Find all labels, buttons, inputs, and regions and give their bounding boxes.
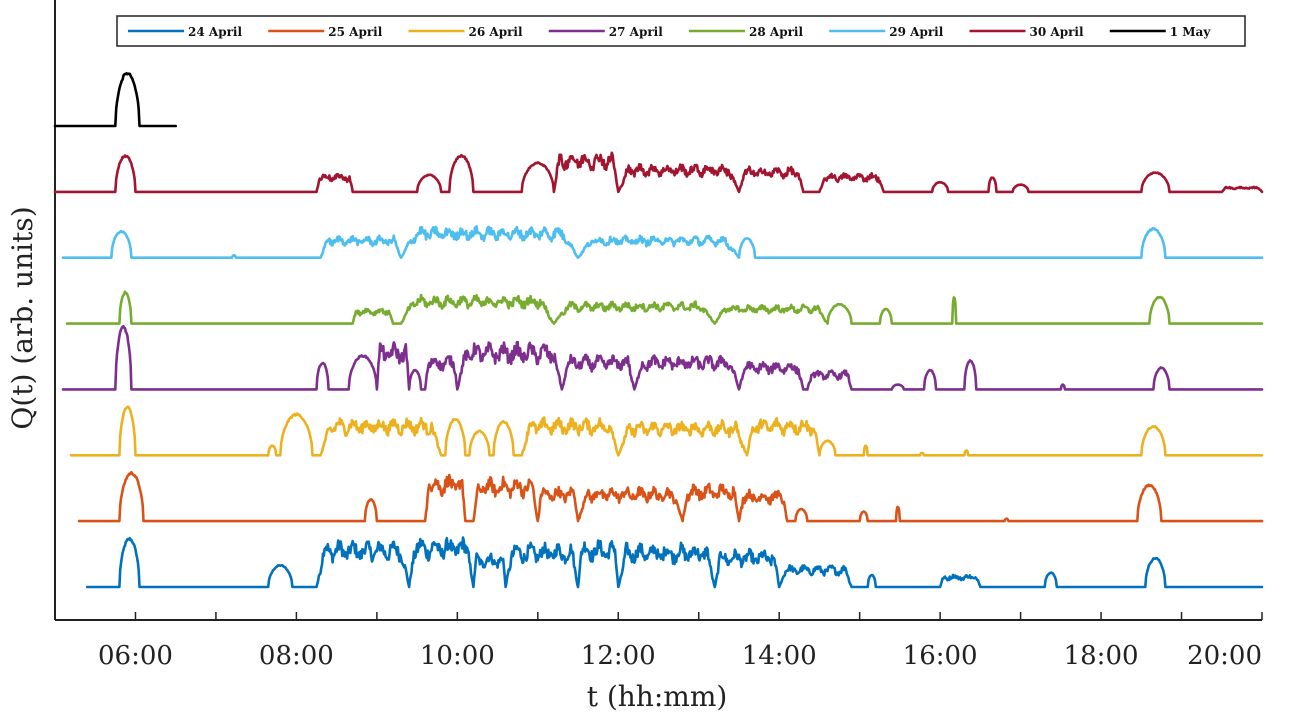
x-tick-label: 14:00 [742, 641, 817, 671]
legend-label: 28 April [749, 25, 803, 39]
legend-label: 24 April [188, 25, 242, 39]
legend: 24 April 25 April 26 April 27 April 28 April… [116, 15, 1246, 47]
series-line-29-april [61, 225, 1264, 259]
series-line-27-april [61, 324, 1264, 391]
x-tick-label: 18:00 [1064, 641, 1139, 671]
x-tick-label: 06:00 [98, 641, 173, 671]
x-tick-label: 08:00 [259, 641, 334, 671]
series-line-28-april [65, 290, 1264, 325]
legend-label: 26 April [469, 25, 523, 39]
x-tick-label: 16:00 [903, 641, 978, 671]
y-axis-label: Q(t) (arb. units) [6, 206, 39, 429]
legend-label: 1 May [1170, 25, 1212, 39]
legend-box [116, 15, 1246, 47]
legend-label: 30 April [1030, 25, 1084, 39]
x-axis-label: t (hh:mm) [587, 680, 728, 713]
series-line-1-may [53, 72, 177, 128]
axes [54, 0, 1262, 621]
x-tick-label: 10:00 [420, 641, 495, 671]
series-line-26-april [69, 405, 1264, 457]
x-tick-label: 20:00 [1187, 641, 1262, 671]
series-group [53, 72, 1264, 589]
legend-label: 25 April [328, 25, 382, 39]
x-ticks: 06:00 08:00 10:00 12:00 14:00 16:00 18:00 20:00 [98, 612, 1263, 671]
series-line-30-april [53, 151, 1264, 194]
legend-label: 29 April [889, 25, 943, 39]
x-tick-label: 12:00 [581, 641, 656, 671]
series-line-24-april [85, 536, 1264, 589]
series-line-25-april [77, 471, 1264, 523]
legend-label: 27 April [609, 25, 663, 39]
